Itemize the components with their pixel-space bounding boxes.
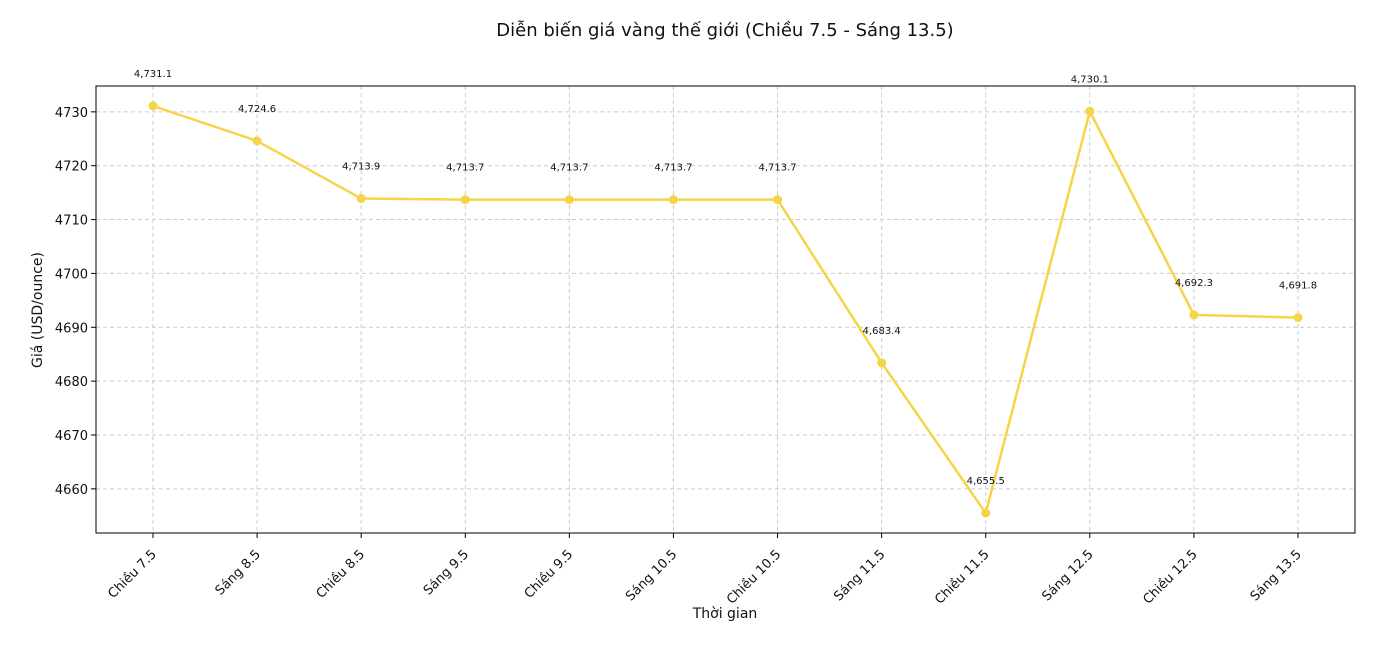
x-axis-ticks: Chiều 7.5 Sáng 8.5 Chiều 8.5 Sáng 9.5 Chiều … (105, 533, 1305, 608)
data-label: 4,655.5 (967, 476, 1005, 487)
y-tick-label: 4730 (55, 106, 88, 121)
y-axis-ticks: 4660 4670 4680 4690 4700 4710 4720 4730 (55, 106, 96, 498)
data-label: 4,713.7 (550, 163, 588, 174)
data-label: 4,692.3 (1175, 278, 1213, 289)
data-point (1085, 106, 1095, 116)
y-tick-label: 4660 (55, 483, 88, 498)
x-tick-label: Chiều 7.5 (105, 547, 159, 601)
data-label: 4,724.6 (238, 104, 276, 115)
x-tick-label: Sáng 11.5 (831, 547, 888, 604)
data-point (1293, 313, 1303, 323)
data-label: 4,683.4 (863, 326, 901, 337)
data-point (564, 195, 574, 205)
y-axis-label: Giá (USD/ounce) (30, 252, 46, 368)
data-point (1189, 310, 1199, 320)
y-tick-label: 4690 (55, 321, 88, 336)
data-point (252, 136, 262, 146)
x-tick-label: Sáng 8.5 (213, 547, 264, 598)
x-tick-label: Chiều 10.5 (724, 547, 784, 607)
y-tick-label: 4670 (55, 429, 88, 444)
x-tick-label: Chiều 11.5 (932, 547, 992, 607)
grid (96, 86, 1355, 533)
y-tick-label: 4700 (55, 267, 88, 282)
data-points (148, 101, 1303, 518)
data-point (148, 101, 158, 111)
x-tick-label: Sáng 12.5 (1040, 547, 1097, 604)
x-tick-label: Sáng 13.5 (1248, 547, 1305, 604)
data-label: 4,713.7 (758, 163, 796, 174)
plot-frame (95, 85, 1356, 534)
y-tick-label: 4720 (55, 160, 88, 175)
data-point (877, 358, 887, 368)
series-line (152, 104, 1299, 515)
data-label: 4,730.1 (1071, 74, 1109, 85)
x-tick-label: Chiều 9.5 (522, 547, 576, 601)
data-label: 4,691.8 (1279, 281, 1317, 292)
data-point (773, 195, 783, 205)
x-tick-label: Sáng 9.5 (421, 547, 472, 598)
x-tick-label: Sáng 10.5 (623, 547, 680, 604)
data-label: 4,713.7 (654, 163, 692, 174)
x-axis-label: Thời gian (692, 606, 758, 622)
data-label: 4,713.9 (342, 162, 380, 173)
y-tick-label: 4710 (55, 214, 88, 229)
data-label: 4,731.1 (134, 69, 172, 80)
y-tick-label: 4680 (55, 375, 88, 390)
x-tick-label: Chiều 8.5 (314, 547, 368, 601)
data-labels: 4,731.1 4,724.6 4,713.9 4,713.7 4,713.7 4,713… (134, 69, 1317, 487)
data-label: 4,713.7 (446, 163, 484, 174)
data-point (668, 195, 678, 205)
data-point (356, 194, 366, 204)
data-point (981, 508, 991, 518)
data-point (460, 195, 470, 205)
series-line-group (152, 104, 1299, 515)
x-tick-label: Chiều 12.5 (1140, 547, 1200, 607)
chart-title: Diễn biến giá vàng thế giới (Chiều 7.5 -… (496, 20, 953, 41)
